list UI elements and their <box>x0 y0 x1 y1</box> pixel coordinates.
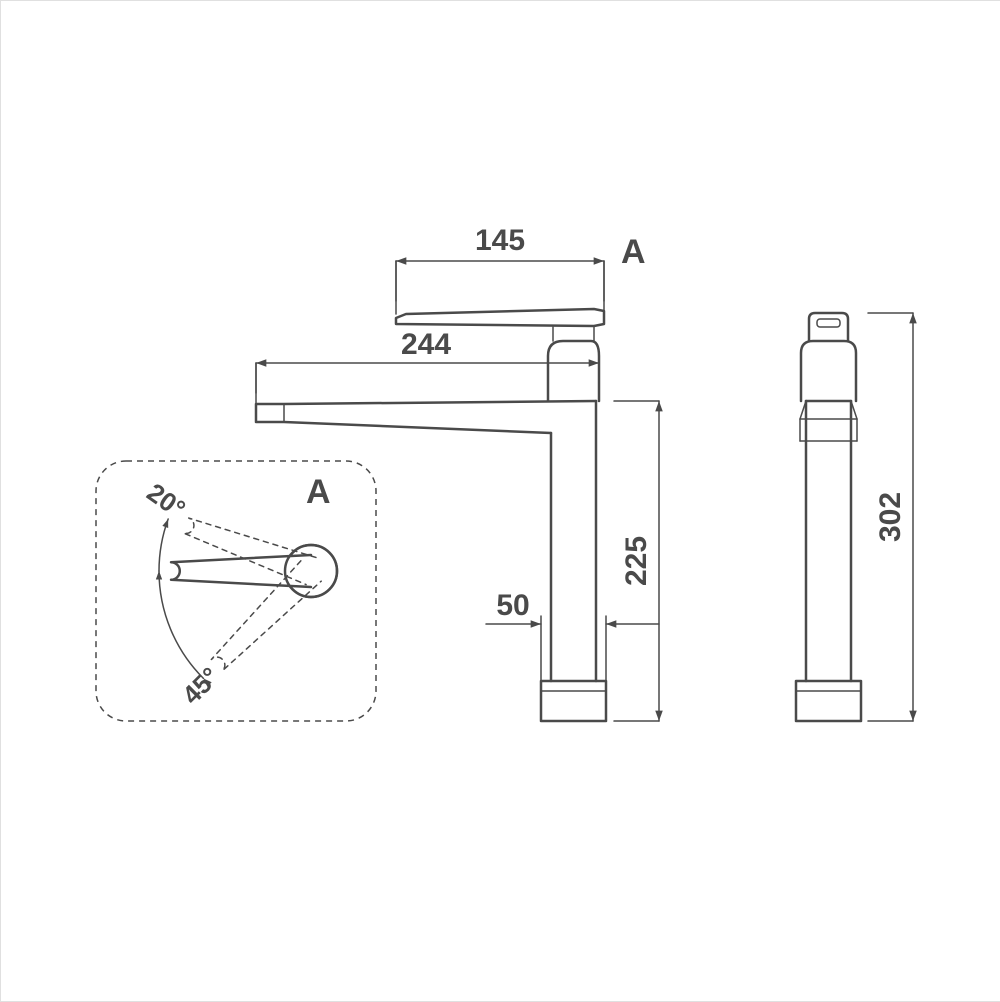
dim-spout-height: 225 <box>620 536 654 586</box>
section-ref-detail: A <box>306 473 331 512</box>
dim-base-width: 50 <box>496 589 529 623</box>
section-ref-side: A <box>621 233 646 272</box>
dim-spout-length: 244 <box>401 328 451 362</box>
diagram-canvas: 145 244 50 225 302 A A 20° 45° <box>0 0 1000 1002</box>
dim-handle-length: 145 <box>475 224 525 258</box>
dim-total-height: 302 <box>874 492 908 542</box>
